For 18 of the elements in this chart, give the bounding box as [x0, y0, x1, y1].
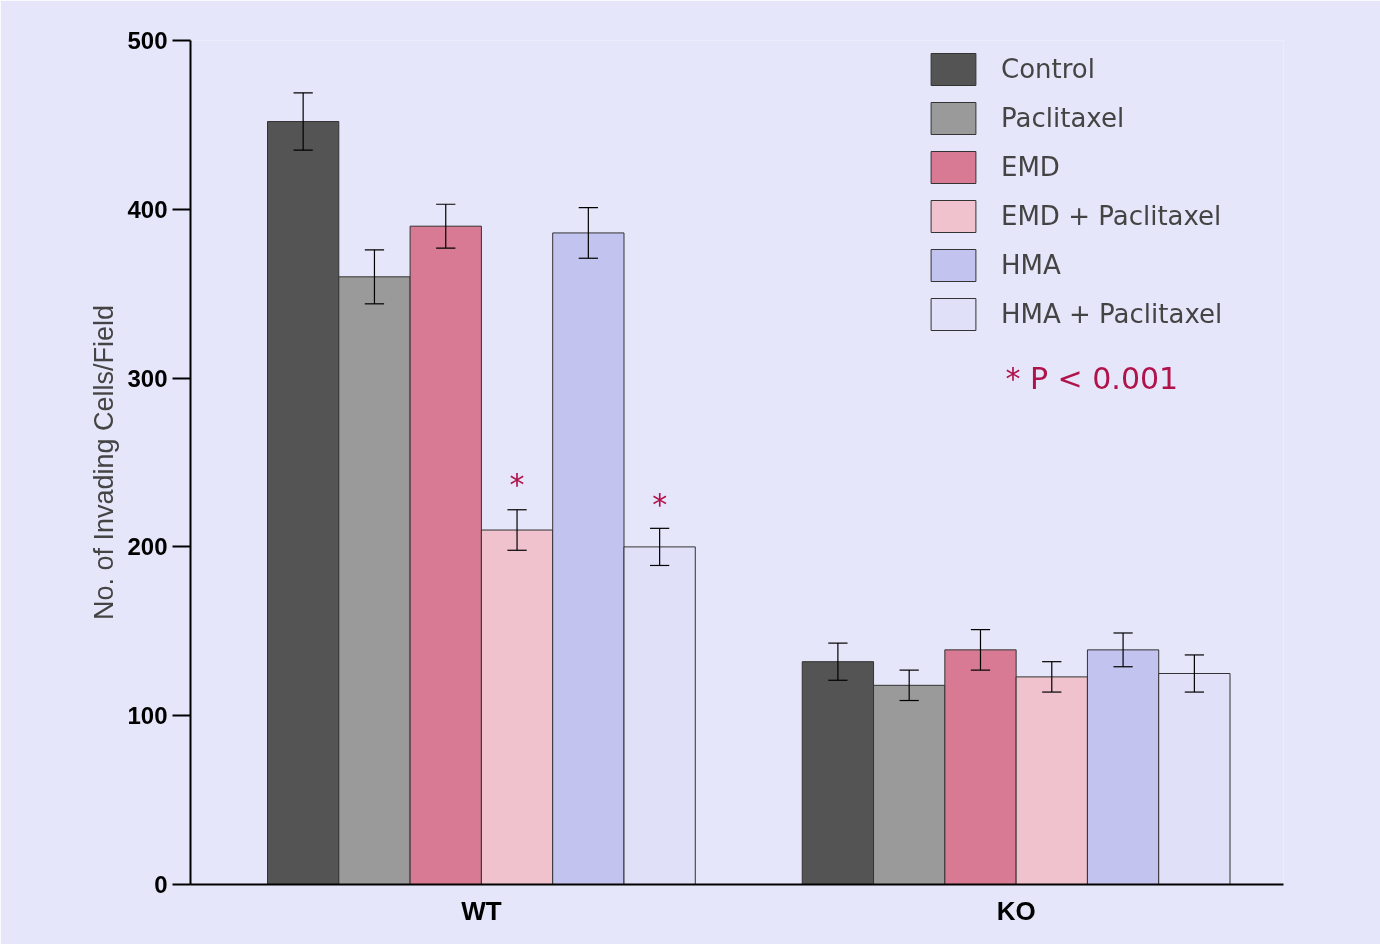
- y-tick-label: 300: [127, 364, 168, 392]
- legend-label: HMA + Paclitaxel: [1001, 299, 1223, 329]
- annotation: *: [509, 467, 525, 503]
- legend-label: EMD + Paclitaxel: [1001, 201, 1222, 231]
- legend-label: EMD: [1001, 152, 1060, 182]
- x-tick-label: WT: [461, 895, 502, 926]
- y-tick-label: 200: [127, 533, 168, 561]
- y-tick-label: 500: [127, 27, 168, 54]
- y-axis-title: No. of Invading Cells/Field: [89, 304, 120, 621]
- y-tick-label: 100: [127, 702, 168, 730]
- annotation: * P < 0.001: [1005, 360, 1179, 396]
- legend-label: Control: [1001, 54, 1095, 84]
- legend-label: HMA: [1001, 250, 1061, 280]
- y-tick-label: 400: [127, 195, 168, 223]
- legend-label: Paclitaxel: [1001, 103, 1125, 133]
- annotation: *: [652, 487, 668, 523]
- x-tick-label: KO: [996, 895, 1036, 926]
- y-tick-label: 0: [154, 871, 168, 898]
